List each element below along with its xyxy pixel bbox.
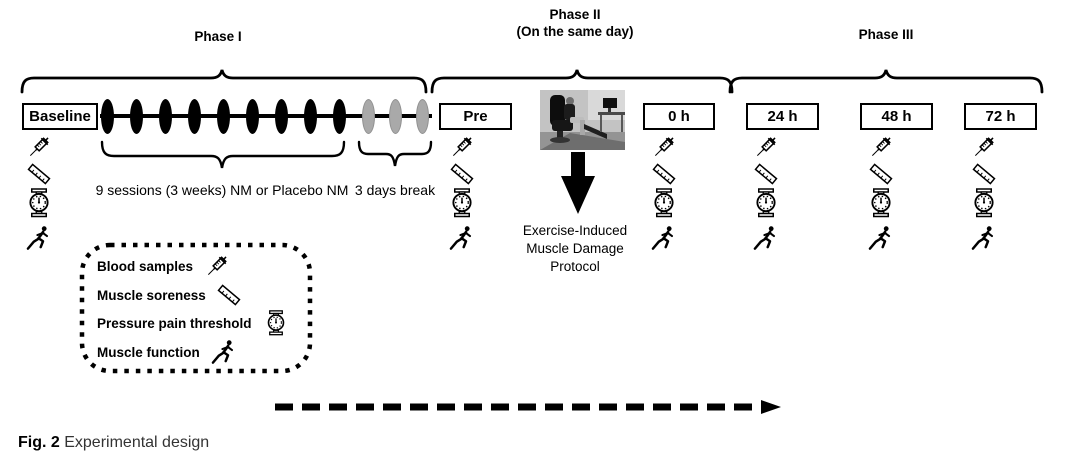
syringe-icon	[971, 134, 997, 160]
time-direction-arrow	[275, 400, 781, 414]
protocol-label: Exercise-Induced Muscle Damage Protocol	[495, 222, 655, 276]
legend-label: Muscle function	[97, 344, 200, 360]
session-dot-black	[100, 99, 114, 134]
algometer-icon	[447, 188, 477, 218]
phase2-title-line2: (On the same day)	[516, 24, 634, 39]
session-dot-black	[303, 99, 317, 134]
session-dot-black	[129, 99, 143, 134]
dynamometer-photo	[540, 90, 625, 150]
legend-item-muscle-soreness: Muscle soreness	[97, 281, 241, 309]
session-dot-gray	[388, 99, 402, 134]
phase2-title: Phase II (On the same day)	[495, 6, 655, 40]
algometer-icon	[24, 188, 54, 218]
session-timeline	[100, 99, 432, 136]
session-dot-black	[245, 99, 259, 134]
ruler-icon	[972, 162, 996, 186]
break-brace	[357, 140, 433, 167]
legend-item-pressure-pain-threshold: Pressure pain threshold	[97, 309, 289, 337]
protocol-line3: Protocol	[550, 259, 600, 274]
session-dot-gray	[415, 99, 429, 134]
runner-icon	[449, 225, 475, 251]
runner-icon	[868, 225, 894, 251]
timepoint-box-24h: 24 h	[746, 103, 819, 130]
syringe-icon	[651, 134, 677, 160]
session-dot-black	[216, 99, 230, 134]
runner-icon	[971, 225, 997, 251]
algometer-icon	[649, 188, 679, 218]
syringe-icon	[868, 134, 894, 160]
sessions-brace	[100, 140, 346, 169]
phase3-title: Phase III	[858, 27, 914, 42]
syringe-icon	[449, 134, 475, 160]
figure-caption-text: Experimental design	[64, 434, 210, 451]
algometer-icon	[263, 310, 289, 336]
runner-icon	[211, 339, 237, 365]
timepoint-box-pre: Pre	[439, 103, 512, 130]
algometer-icon	[866, 188, 896, 218]
algometer-icon	[751, 188, 781, 218]
protocol-line2: Muscle Damage	[526, 241, 624, 256]
measures-column-baseline	[24, 134, 54, 251]
legend-label: Blood samples	[97, 258, 194, 274]
syringe-icon	[26, 134, 52, 160]
legend-label: Pressure pain threshold	[97, 315, 252, 331]
session-dot-black	[187, 99, 201, 134]
phase3-brace	[728, 69, 1044, 94]
timepoint-box-baseline: Baseline	[22, 103, 98, 130]
measures-column-pre	[447, 134, 477, 251]
down-arrow	[561, 152, 595, 214]
timepoint-box-48h: 48 h	[860, 103, 933, 130]
ruler-icon	[652, 162, 676, 186]
sessions-label: 9 sessions (3 weeks) NM or Placebo NM	[95, 182, 349, 198]
legend-item-muscle-function: Muscle function	[97, 338, 237, 366]
measures-column-24h	[751, 134, 781, 251]
phase1-title: Phase I	[194, 29, 242, 44]
timepoint-box-0h: 0 h	[643, 103, 715, 130]
syringe-icon	[204, 253, 230, 279]
legend-item-blood-samples: Blood samples	[97, 252, 230, 280]
measures-column-48h	[866, 134, 896, 251]
legend-label: Muscle soreness	[97, 287, 206, 303]
session-dot-black	[158, 99, 172, 134]
phase2-brace	[430, 69, 734, 94]
ruler-icon	[869, 162, 893, 186]
syringe-icon	[753, 134, 779, 160]
measures-column-72h	[969, 134, 999, 251]
timeline-line	[100, 114, 432, 118]
timepoint-box-72h: 72 h	[964, 103, 1037, 130]
figure-caption: Fig. 2 Experimental design	[18, 434, 209, 452]
phase1-brace	[20, 69, 428, 94]
session-dot-black	[332, 99, 346, 134]
break-label: 3 days break	[354, 182, 436, 198]
protocol-line1: Exercise-Induced	[522, 223, 628, 238]
legend-border	[79, 242, 313, 374]
ruler-icon	[450, 162, 474, 186]
runner-icon	[753, 225, 779, 251]
session-dot-black	[274, 99, 288, 134]
ruler-icon	[217, 283, 241, 307]
ruler-icon	[754, 162, 778, 186]
algometer-icon	[969, 188, 999, 218]
session-timeline-dots	[100, 99, 432, 136]
runner-icon	[26, 225, 52, 251]
phase2-title-line1: Phase II	[549, 7, 601, 22]
session-dot-gray	[361, 99, 375, 134]
figure-caption-label: Fig. 2	[18, 434, 60, 451]
ruler-icon	[27, 162, 51, 186]
